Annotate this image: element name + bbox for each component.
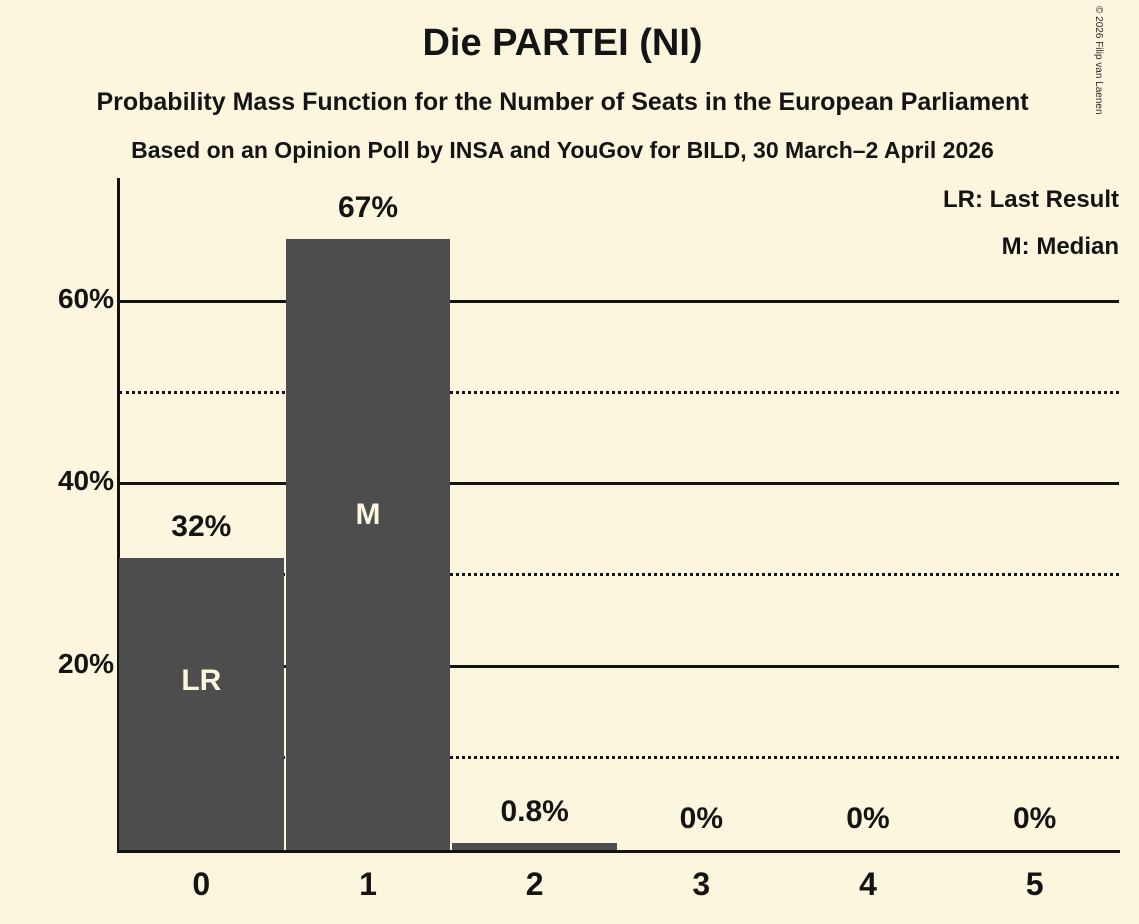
copyright-notice: © 2026 Filip van Laenen (1093, 6, 1104, 115)
bar-value-label-2: 0.8% (500, 794, 569, 828)
chart-subtitle: Probability Mass Function for the Number… (96, 88, 1029, 116)
x-tick-label-0: 0 (192, 866, 211, 902)
y-tick-label: 40% (57, 465, 114, 497)
legend-median: M: Median (1001, 233, 1119, 260)
x-tick-label-5: 5 (1025, 866, 1044, 902)
plot-area: 32% LR 67% M 0.8% 0% 0% 0% (119, 178, 1119, 850)
x-tick-label-1: 1 (359, 866, 377, 902)
bar-value-label-1: 67% (337, 191, 398, 225)
gridline-dotted-30 (119, 573, 1119, 577)
legend-last-result: LR: Last Result (942, 186, 1119, 213)
x-axis-line (117, 850, 1120, 853)
chart-source-line: Based on an Opinion Poll by INSA and You… (131, 137, 994, 163)
bar-1 (285, 239, 451, 850)
page-title: Die PARTEI (NI) (422, 22, 703, 64)
bar-2 (452, 842, 617, 850)
bar-value-label-4: 0% (846, 802, 890, 835)
gridline-solid-40 (119, 482, 1119, 486)
y-axis-line (117, 178, 120, 853)
gridline-dotted-10 (119, 755, 1119, 759)
x-tick-label-2: 2 (525, 866, 544, 902)
bar-marker-lr: LR (181, 664, 222, 698)
x-tick-label-4: 4 (859, 866, 877, 902)
y-tick-label: 60% (57, 282, 114, 314)
gridline-dotted-50 (119, 391, 1119, 395)
gridline-solid-60 (119, 299, 1119, 303)
bar-value-label-3: 0% (679, 802, 723, 835)
y-tick-label: 20% (57, 647, 114, 679)
x-tick-label-3: 3 (692, 866, 711, 902)
bar-value-label-5: 0% (1012, 802, 1057, 835)
gridline-solid-20 (119, 664, 1119, 668)
bar-0 (119, 558, 284, 850)
bar-marker-m: M (355, 498, 381, 532)
bar-value-label-0: 32% (171, 510, 232, 544)
